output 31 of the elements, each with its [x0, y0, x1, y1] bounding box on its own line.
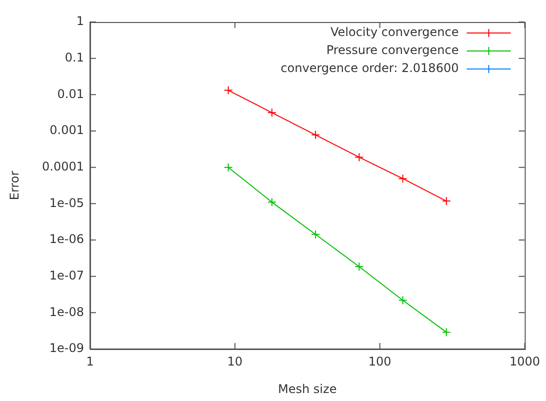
x-tick-label: 100 [368, 354, 392, 368]
point [398, 174, 408, 184]
y-tick-label: 0.001 [50, 123, 84, 138]
y-tick-label: 1e-09 [49, 341, 84, 356]
point [311, 130, 320, 140]
y-axis-title: Error [7, 170, 22, 200]
y-tick-label: 0.0001 [42, 159, 84, 174]
point [354, 262, 364, 272]
y-tick-label: 0.01 [57, 86, 84, 101]
point [224, 86, 233, 95]
x-axis-title: Mesh size [278, 382, 337, 396]
point [442, 196, 451, 206]
y-tick-label: 1e-06 [49, 232, 84, 246]
point [398, 296, 408, 305]
point [224, 162, 233, 172]
point [311, 230, 320, 239]
y-tick-label: 1e-05 [49, 196, 84, 210]
legend-label: convergence order: 2.018600 [280, 61, 459, 76]
x-tick-label: 10 [227, 354, 243, 368]
y-tick-label: 0.1 [64, 50, 84, 64]
point [354, 152, 364, 162]
y-tick-label: 1 [76, 14, 84, 28]
x-tick-label: 1 [86, 354, 94, 368]
legend-label: Pressure convergence [326, 43, 459, 58]
legend-label: Velocity convergence [330, 25, 459, 40]
y-tick-label: 1e-08 [49, 304, 84, 319]
point [267, 198, 276, 207]
x-tick-label: 1000 [509, 354, 540, 368]
point [267, 108, 276, 118]
y-tick-label: 1e-07 [49, 268, 84, 282]
point [442, 328, 451, 337]
